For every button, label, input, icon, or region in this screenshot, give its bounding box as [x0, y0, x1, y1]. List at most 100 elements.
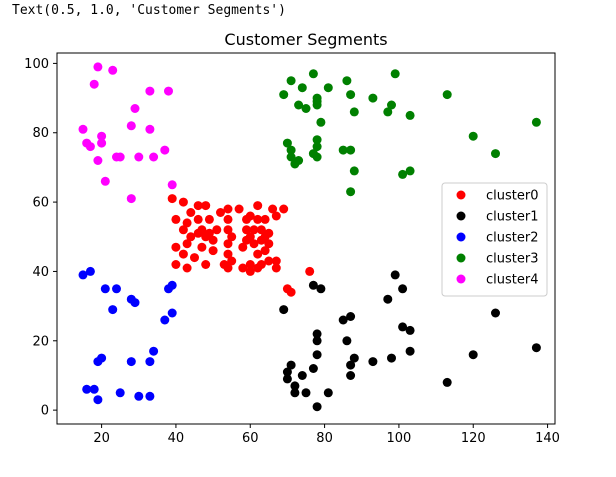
data-point-cluster1-17 [342, 336, 352, 346]
x-tick-label: 20 [93, 431, 110, 446]
legend: cluster0 cluster1 cluster2 cluster3 cluster4 [441, 182, 548, 297]
data-point-cluster4-6 [97, 138, 107, 148]
data-point-cluster1-15 [323, 388, 333, 398]
data-point-cluster2-15 [145, 357, 155, 367]
data-point-cluster2-18 [160, 315, 170, 325]
legend-marker-cluster3 [456, 253, 466, 263]
data-point-cluster0-20 [201, 260, 211, 269]
data-point-cluster0-37 [238, 242, 248, 252]
data-point-cluster0-6 [178, 249, 188, 259]
data-point-cluster0-42 [245, 211, 255, 221]
data-point-cluster3-6 [294, 100, 304, 110]
data-point-cluster3-37 [531, 117, 541, 127]
data-point-cluster3-21 [342, 76, 352, 86]
data-point-cluster0-23 [208, 246, 218, 256]
data-point-cluster1-18 [346, 312, 356, 321]
data-point-cluster1-4 [290, 381, 300, 391]
ticks-layer: 20 40 60 80 100 120 140 0 20 40 60 80 100 [24, 57, 560, 446]
data-point-cluster4-5 [93, 156, 103, 165]
legend-label-cluster2: cluster2 [486, 231, 538, 246]
data-point-cluster3-26 [349, 166, 359, 176]
data-point-cluster0-4 [178, 197, 188, 207]
data-point-cluster3-24 [346, 187, 356, 197]
y-tick-label: 60 [32, 196, 49, 211]
data-point-cluster4-0 [78, 124, 88, 134]
data-point-cluster0-25 [212, 225, 222, 235]
data-point-cluster0-55 [260, 214, 270, 224]
y-tick-label: 80 [32, 126, 49, 141]
data-point-cluster2-16 [145, 391, 155, 401]
data-point-cluster0-54 [256, 260, 266, 269]
data-point-cluster2-17 [149, 346, 159, 356]
data-point-cluster2-2 [85, 266, 95, 276]
data-point-cluster3-19 [323, 83, 333, 93]
data-point-cluster4-11 [115, 152, 125, 162]
data-point-cluster0-15 [193, 201, 203, 211]
data-point-cluster4-8 [100, 176, 110, 186]
data-point-cluster4-9 [108, 65, 118, 75]
data-point-cluster0-18 [201, 201, 211, 211]
data-point-cluster2-4 [93, 395, 103, 405]
y-tick-label: 20 [32, 334, 49, 349]
legend-marker-cluster4 [456, 274, 466, 284]
data-point-cluster4-20 [164, 86, 173, 96]
data-point-cluster0-68 [305, 266, 315, 276]
data-point-cluster3-27 [368, 93, 378, 103]
data-point-cluster0-0 [167, 194, 177, 204]
data-point-cluster0-46 [249, 225, 259, 235]
data-point-cluster0-24 [208, 235, 218, 245]
data-point-cluster0-65 [279, 204, 289, 214]
legend-label-cluster1: cluster1 [486, 210, 538, 225]
data-point-cluster0-31 [223, 239, 233, 249]
data-point-cluster1-29 [405, 325, 415, 335]
data-point-cluster4-19 [160, 145, 170, 155]
data-point-cluster1-6 [297, 371, 307, 380]
data-point-cluster2-3 [89, 384, 99, 394]
data-point-cluster2-10 [115, 388, 125, 398]
data-point-cluster1-0 [279, 305, 289, 315]
data-point-cluster0-50 [253, 249, 263, 259]
data-point-cluster0-43 [245, 260, 255, 269]
data-point-cluster3-4 [286, 152, 296, 162]
data-point-cluster0-58 [264, 239, 274, 249]
data-point-cluster0-3 [171, 260, 181, 269]
data-point-cluster2-8 [108, 305, 118, 315]
data-point-cluster0-61 [268, 204, 278, 214]
data-point-cluster0-2 [171, 242, 181, 252]
data-point-cluster1-33 [531, 343, 541, 353]
data-point-cluster3-33 [405, 110, 415, 120]
data-point-cluster2-9 [112, 284, 121, 294]
data-point-cluster2-0 [78, 270, 88, 280]
data-point-cluster1-19 [346, 360, 356, 370]
data-point-cluster0-29 [223, 214, 233, 224]
data-point-cluster0-21 [204, 214, 214, 224]
points-layer [78, 62, 541, 412]
legend-marker-cluster1 [456, 211, 466, 221]
data-point-cluster1-27 [398, 284, 408, 294]
data-point-cluster4-15 [134, 152, 144, 162]
x-tick-label: 140 [535, 431, 560, 446]
data-point-cluster1-14 [316, 284, 326, 294]
data-point-cluster1-21 [349, 353, 359, 363]
data-point-cluster0-10 [186, 208, 196, 217]
data-point-cluster3-23 [346, 145, 356, 155]
data-point-cluster4-14 [130, 104, 140, 113]
data-point-cluster1-2 [282, 374, 292, 384]
data-point-cluster2-1 [82, 384, 92, 394]
data-point-cluster1-12 [312, 350, 322, 360]
y-tick-label: 100 [24, 57, 49, 72]
data-point-cluster0-5 [178, 225, 188, 235]
data-point-cluster0-7 [182, 218, 192, 228]
x-tick-label: 40 [168, 431, 185, 446]
data-point-cluster0-60 [264, 228, 274, 238]
data-point-cluster0-59 [264, 256, 274, 266]
y-tick-label: 40 [32, 265, 49, 280]
data-point-cluster0-11 [186, 232, 196, 242]
data-point-cluster3-3 [286, 145, 296, 155]
x-tick-label: 100 [386, 431, 411, 446]
data-point-cluster0-62 [271, 211, 281, 221]
x-tick-label: 60 [242, 431, 259, 446]
plot-frame [56, 52, 556, 425]
data-point-cluster1-5 [290, 388, 300, 398]
